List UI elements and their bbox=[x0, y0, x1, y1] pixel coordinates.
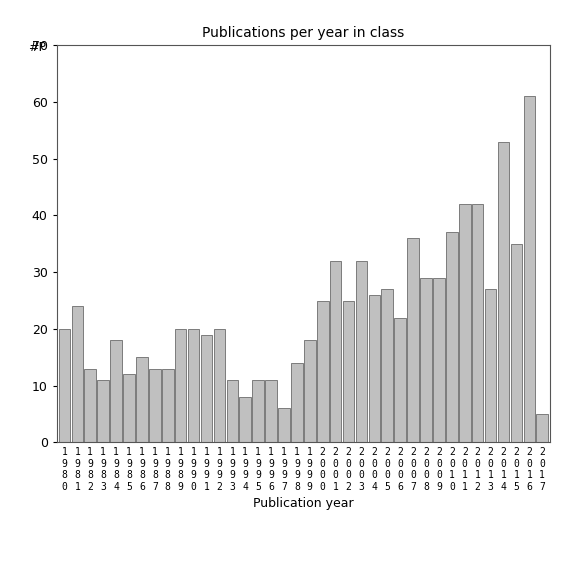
Bar bbox=[382, 289, 393, 442]
Bar bbox=[84, 369, 96, 442]
Bar bbox=[58, 329, 70, 442]
Bar bbox=[342, 301, 354, 442]
Bar bbox=[149, 369, 160, 442]
Bar bbox=[407, 238, 419, 442]
Bar bbox=[136, 357, 148, 442]
Bar bbox=[317, 301, 328, 442]
Bar bbox=[330, 261, 341, 442]
Bar bbox=[188, 329, 200, 442]
Bar bbox=[472, 204, 484, 442]
Bar bbox=[356, 261, 367, 442]
Bar bbox=[278, 408, 290, 442]
Bar bbox=[226, 380, 238, 442]
Bar bbox=[123, 374, 135, 442]
Bar bbox=[446, 232, 458, 442]
Bar bbox=[175, 329, 187, 442]
Bar bbox=[291, 363, 303, 442]
Bar bbox=[98, 380, 109, 442]
Bar bbox=[252, 380, 264, 442]
X-axis label: Publication year: Publication year bbox=[253, 497, 354, 510]
Title: Publications per year in class: Publications per year in class bbox=[202, 26, 404, 40]
Bar bbox=[265, 380, 277, 442]
Bar bbox=[201, 335, 212, 442]
Bar bbox=[369, 295, 380, 442]
Bar bbox=[485, 289, 496, 442]
Bar bbox=[511, 244, 522, 442]
Bar bbox=[162, 369, 174, 442]
Bar bbox=[498, 142, 509, 442]
Bar bbox=[459, 204, 471, 442]
Bar bbox=[111, 340, 122, 442]
Bar bbox=[420, 278, 432, 442]
Y-axis label: #P: #P bbox=[28, 41, 46, 54]
Bar bbox=[536, 414, 548, 442]
Bar bbox=[304, 340, 316, 442]
Bar bbox=[239, 397, 251, 442]
Bar bbox=[71, 306, 83, 442]
Bar bbox=[433, 278, 445, 442]
Bar bbox=[523, 96, 535, 442]
Bar bbox=[395, 318, 406, 442]
Bar bbox=[214, 329, 225, 442]
